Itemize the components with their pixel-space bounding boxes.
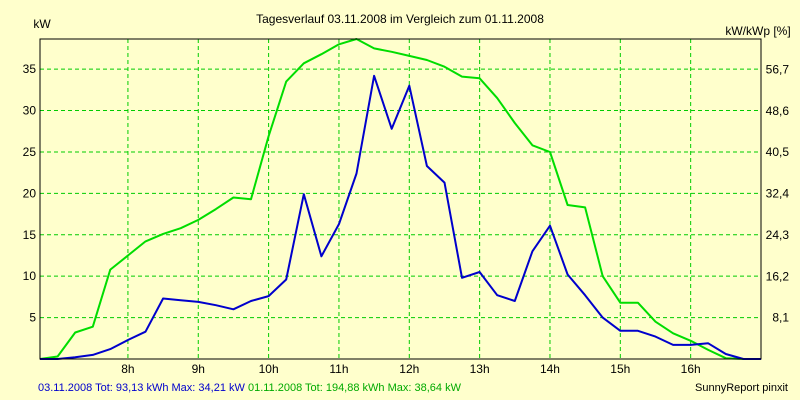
series2-summary: 01.11.2008 Tot: 194,88 kWh Max: 38,64 kW: [247, 382, 461, 394]
tick-labels: 8h 9h 10h 11h 12h 13h 14h 15h 16h 5 10 15 20 25 30 35 8,…: [23, 62, 790, 376]
footer-summary: 03.11.2008 Tot: 93,13 kWh Max: 34,21 kW …: [38, 382, 461, 394]
x-tick-label: 11h: [329, 362, 348, 376]
y-right-tick-label: 16,2: [766, 269, 790, 283]
series-line-03.11.2008: [40, 74, 761, 360]
x-tick-label: 15h: [610, 362, 630, 376]
x-tick-label: 8h: [121, 362, 134, 376]
y-left-tick-label: 15: [23, 228, 37, 242]
x-tick-label: 10h: [259, 362, 279, 376]
y-left-unit: kW: [33, 17, 51, 31]
grid: [40, 39, 761, 359]
x-tick-label: 9h: [192, 362, 205, 376]
y-left-tick-label: 5: [29, 311, 36, 325]
series-layer: [39, 38, 761, 360]
y-right-tick-label: 48,6: [766, 104, 790, 118]
y-right-tick-label: 24,3: [766, 228, 790, 242]
series-line-01.11.2008: [39, 38, 761, 360]
x-tick-label: 13h: [470, 362, 490, 376]
x-tick-label: 12h: [399, 362, 419, 376]
y-left-tick-label: 10: [23, 269, 37, 283]
y-right-tick-label: 8,1: [772, 311, 789, 325]
series1-summary: 03.11.2008 Tot: 93,13 kWh Max: 34,21 kW: [38, 382, 245, 394]
y-right-tick-label: 40,5: [766, 145, 790, 159]
plot-frame: [39, 38, 762, 360]
x-tick-label: 16h: [681, 362, 701, 376]
chart-title: Tagesverlauf 03.11.2008 im Vergleich zum…: [256, 12, 544, 26]
y-right-tick-label: 56,7: [766, 62, 790, 76]
y-right-unit: kW/kWp [%]: [725, 24, 790, 38]
x-tick-label: 14h: [540, 362, 560, 376]
y-left-tick-label: 30: [23, 104, 37, 118]
y-left-tick-label: 25: [23, 145, 37, 159]
y-left-tick-label: 20: [23, 186, 37, 200]
y-right-tick-label: 32,4: [766, 187, 790, 201]
y-left-tick-label: 35: [23, 62, 37, 76]
credit-label: SunnyReport pinxit: [695, 382, 788, 394]
